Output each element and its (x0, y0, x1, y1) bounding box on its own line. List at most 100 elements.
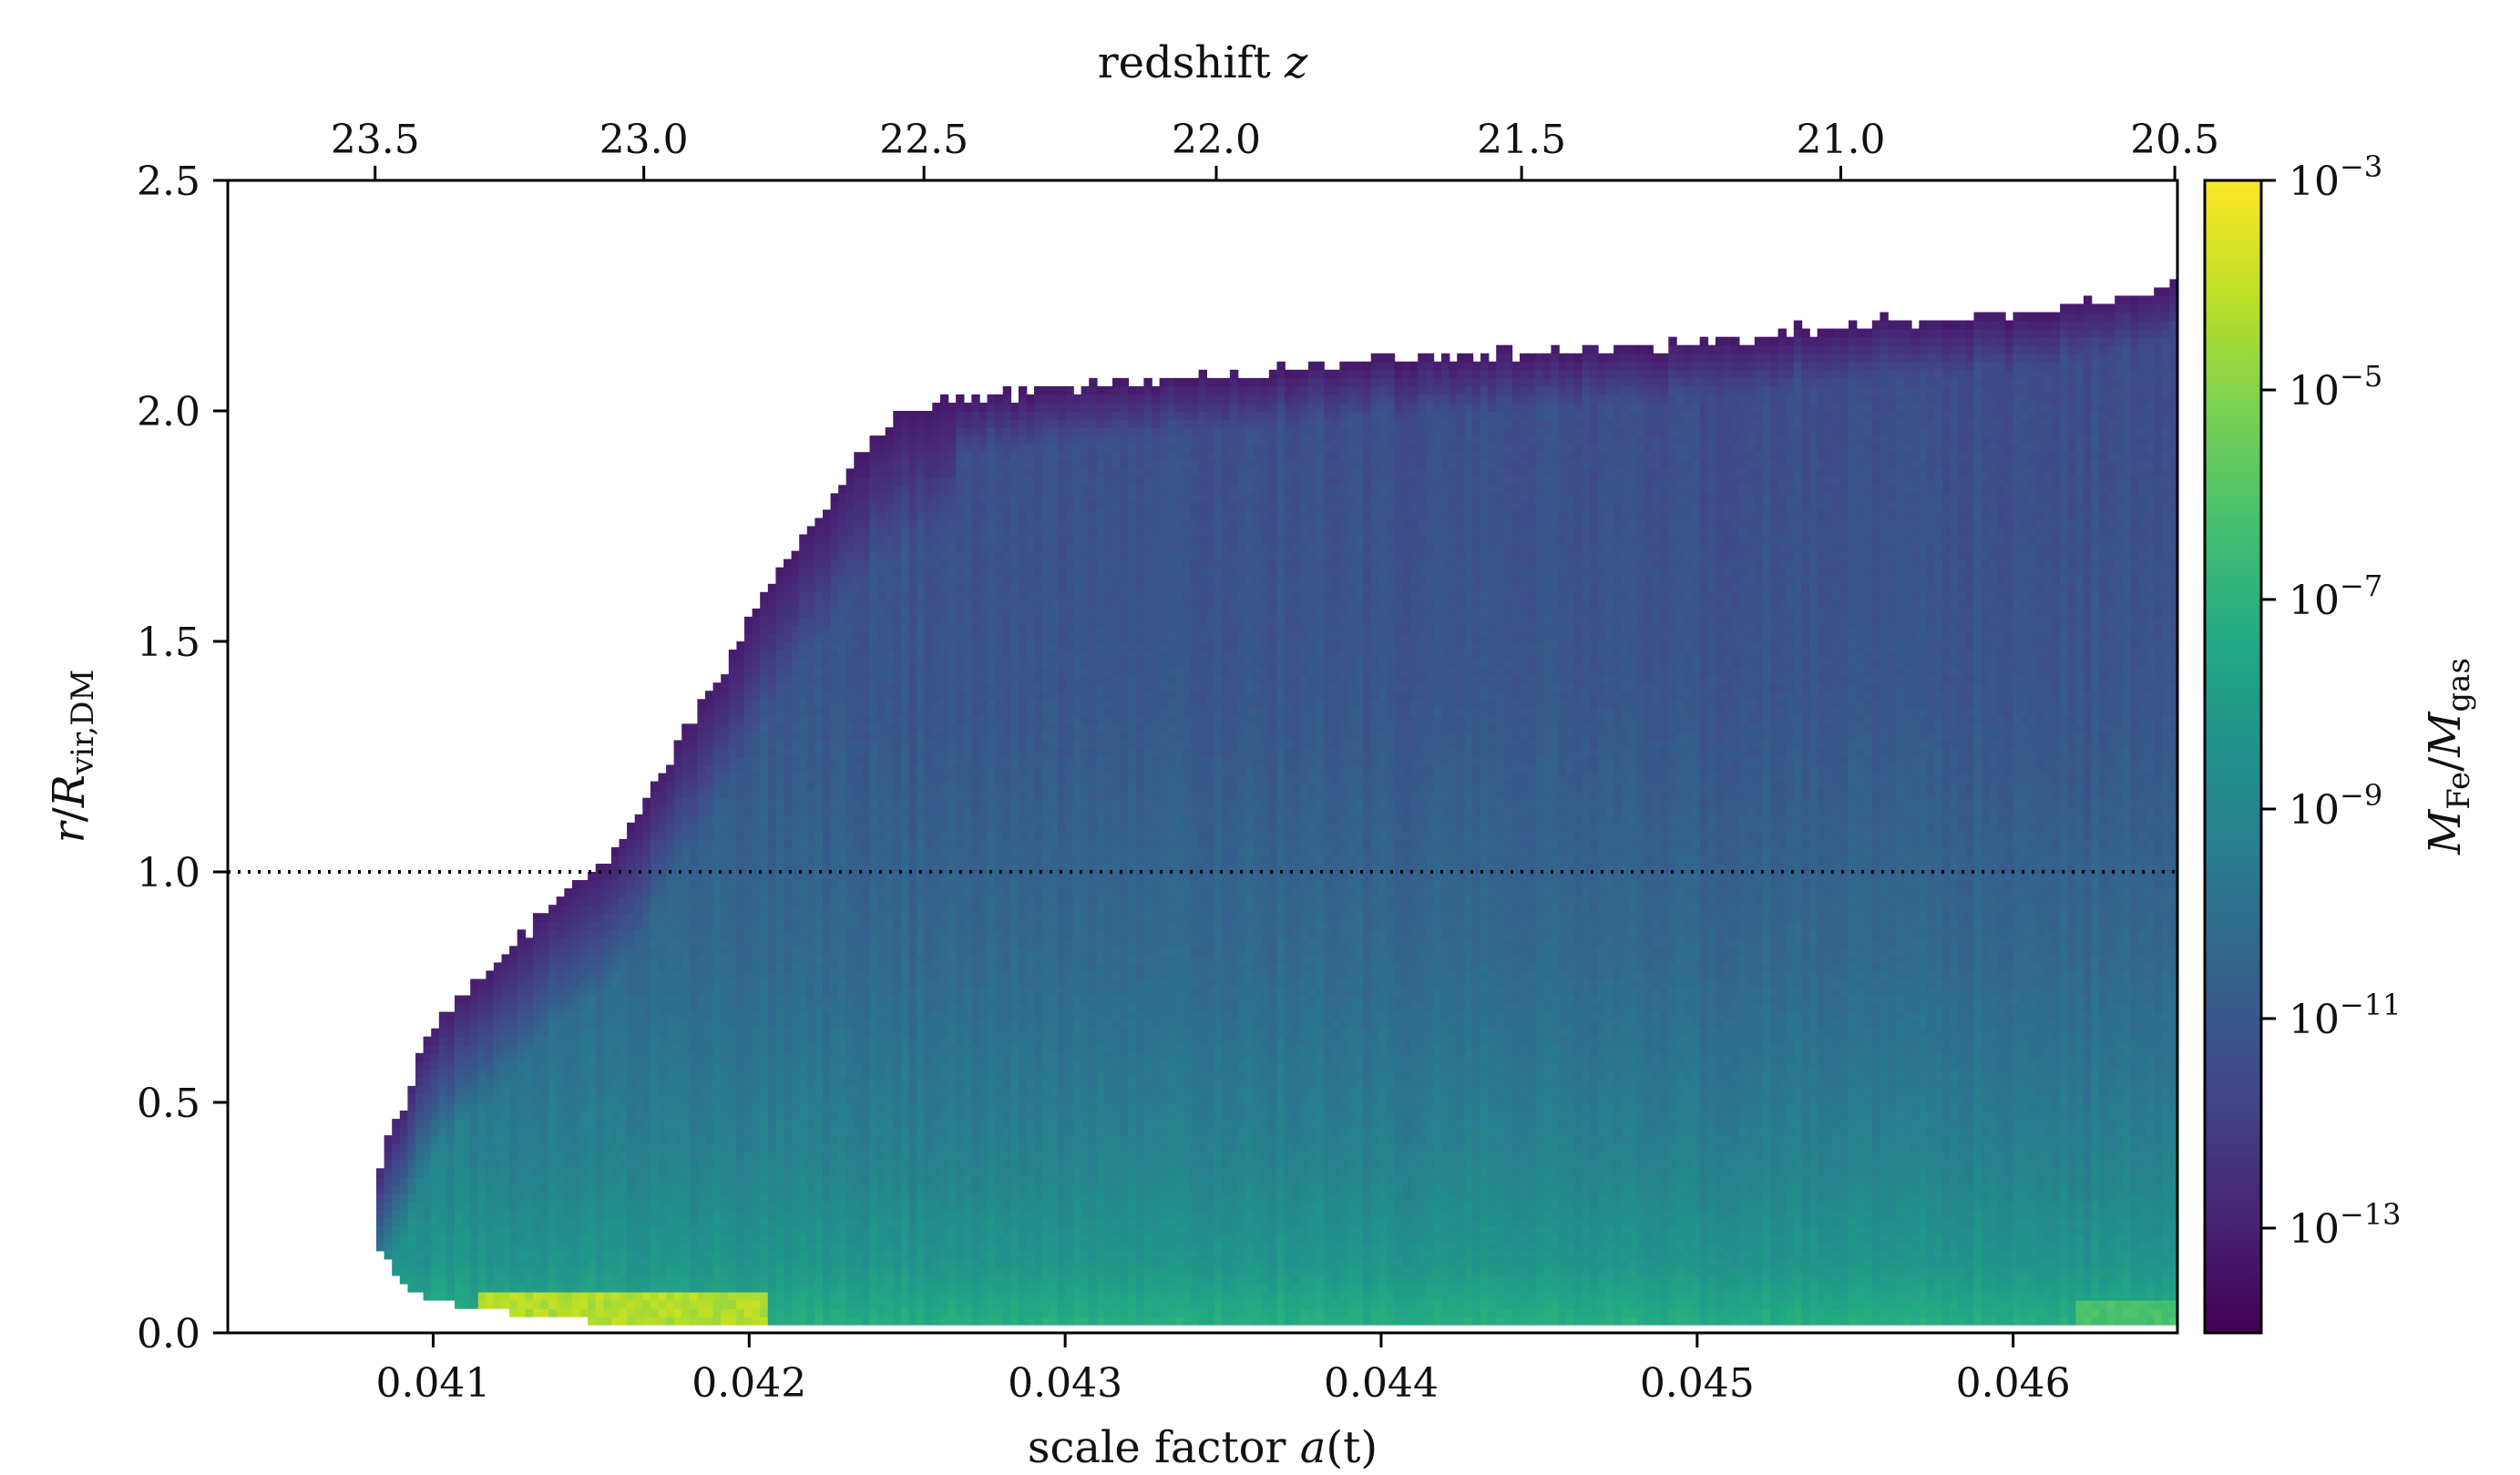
heatmap-cell (603, 1045, 611, 1054)
heatmap-cell (823, 1111, 831, 1120)
heatmap-cell (838, 699, 846, 708)
heatmap-cell (509, 1127, 517, 1136)
heatmap-cell (854, 962, 862, 971)
heatmap-cell (705, 929, 713, 938)
heatmap-cell (862, 1119, 870, 1128)
heatmap-cell (525, 1259, 533, 1268)
heatmap-cell (697, 1078, 705, 1087)
heatmap-cell (572, 896, 580, 906)
heatmap-cell (533, 1020, 541, 1029)
heatmap-cell (681, 921, 690, 930)
heatmap-cell (846, 551, 855, 560)
heatmap-cell (775, 641, 784, 650)
heatmap-cell (721, 839, 729, 848)
heatmap-cell (713, 1168, 722, 1177)
heatmap-cell (807, 1284, 815, 1293)
heatmap-cell (775, 1143, 784, 1152)
heatmap-cell (650, 896, 659, 906)
heatmap-cell (517, 1053, 526, 1062)
heatmap-cell (831, 757, 839, 766)
heatmap-cell (572, 1152, 580, 1161)
heatmap-cell (854, 501, 862, 510)
heatmap-cell (424, 1168, 432, 1177)
heatmap-cell (533, 1078, 541, 1087)
heatmap-cell (846, 806, 855, 815)
heatmap-cell (611, 1070, 620, 1079)
heatmap-cell (611, 1259, 620, 1268)
heatmap-cell (415, 1193, 424, 1202)
heatmap-cell (877, 1111, 886, 1120)
heatmap-cell (814, 1037, 823, 1046)
heatmap-cell (768, 1308, 776, 1317)
heatmap-cell (736, 650, 744, 659)
heatmap-cell (831, 1143, 839, 1152)
heatmap-cell (486, 1300, 494, 1309)
heatmap-cell (596, 1292, 604, 1301)
heatmap-cell (384, 1234, 393, 1244)
heatmap-cell (478, 1078, 487, 1087)
heatmap-cell (424, 1243, 432, 1252)
heatmap-cell (729, 691, 737, 700)
heatmap-cell (721, 1037, 729, 1046)
heatmap-cell (753, 1045, 761, 1054)
heatmap-cell (494, 1275, 502, 1285)
heatmap-cell (407, 1259, 415, 1268)
heatmap-cell (792, 806, 800, 815)
heatmap-cell (768, 806, 776, 815)
heatmap-cell (642, 1111, 650, 1120)
heatmap-cell (674, 1078, 682, 1087)
heatmap-cell (580, 1308, 589, 1317)
heatmap-cell (846, 559, 855, 568)
heatmap-cell (792, 937, 800, 947)
heatmap-cell (659, 1102, 667, 1111)
heatmap-cell (620, 1210, 628, 1219)
heatmap-cell (768, 674, 776, 683)
heatmap-cell (697, 1168, 705, 1177)
heatmap-cell (525, 1267, 533, 1276)
heatmap-cell (603, 1201, 611, 1210)
heatmap-cell (886, 790, 894, 799)
heatmap-cell (611, 1316, 620, 1326)
heatmap-cell (659, 782, 667, 791)
heatmap-cell (650, 1201, 659, 1210)
heatmap-cell (494, 1102, 502, 1111)
heatmap-cell (463, 1045, 471, 1054)
heatmap-cell (541, 1070, 549, 1079)
heatmap-cell (846, 1267, 855, 1276)
heatmap-cell (486, 1168, 494, 1177)
heatmap-cell (854, 765, 862, 774)
heatmap-cell (713, 962, 722, 971)
heatmap-cell (784, 691, 792, 700)
heatmap-cell (744, 740, 753, 749)
heatmap-cell (580, 896, 589, 906)
heatmap-cell (838, 905, 846, 914)
heatmap-cell (784, 1210, 792, 1219)
heatmap-cell (627, 1012, 635, 1021)
heatmap-cell (846, 1127, 855, 1136)
heatmap-cell (572, 1243, 580, 1252)
heatmap-cell (463, 1078, 471, 1087)
heatmap-cell (548, 1292, 557, 1301)
heatmap-cell (635, 1234, 643, 1244)
heatmap-cell (799, 1218, 807, 1227)
heatmap-cell (862, 641, 870, 650)
heatmap-cell (729, 896, 737, 906)
heatmap-cell (580, 1119, 589, 1128)
heatmap-cell (886, 814, 894, 824)
heatmap-cell (768, 1061, 776, 1070)
heatmap-cell (517, 1127, 526, 1136)
heatmap-cell (603, 1004, 611, 1013)
heatmap-cell (603, 988, 611, 997)
heatmap-cell (862, 1053, 870, 1062)
heatmap-cell (846, 715, 855, 724)
heatmap-cell (620, 847, 628, 856)
heatmap-cell (814, 847, 823, 856)
heatmap-cell (854, 740, 862, 749)
heatmap-cell (690, 1218, 698, 1227)
heatmap-cell (870, 1119, 878, 1128)
heatmap-cell (729, 1193, 737, 1202)
heatmap-cell (674, 1029, 682, 1038)
heatmap-cell (886, 1193, 894, 1202)
heatmap-cell (548, 1004, 557, 1013)
heatmap-cell (870, 617, 878, 626)
